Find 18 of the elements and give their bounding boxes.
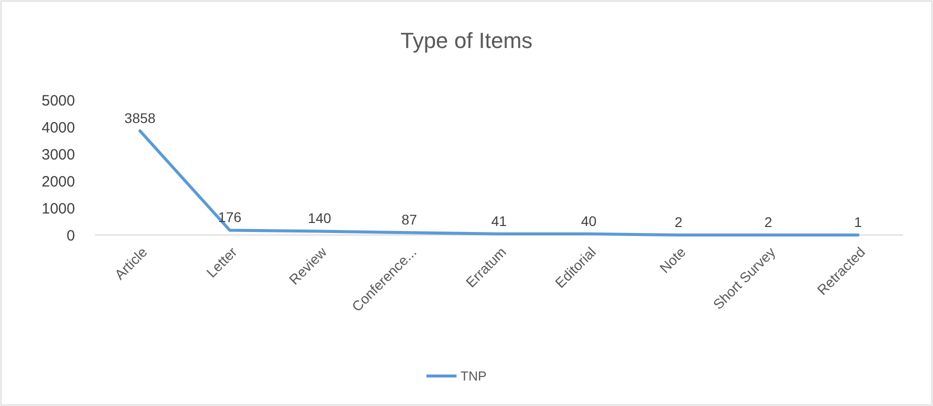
data-label: 2 [764, 214, 772, 230]
data-label: 1 [854, 214, 862, 230]
data-label: 3858 [124, 110, 156, 126]
y-tick-label: 4000 [42, 119, 75, 136]
line-series [138, 129, 860, 236]
data-label: 2 [674, 214, 683, 230]
data-label: 140 [308, 210, 332, 226]
chart-title: Type of Items [400, 28, 533, 53]
data-label: 40 [580, 212, 597, 229]
y-tick-label: 3000 [42, 146, 75, 164]
y-tick-label: 0 [66, 227, 75, 244]
y-tick-label: 2000 [42, 173, 75, 190]
y-tick-label: 1000 [42, 200, 75, 218]
data-label: 87 [401, 212, 418, 228]
legend-label: TNP [460, 368, 486, 384]
data-label: 41 [491, 212, 507, 229]
data-label: 176 [218, 209, 242, 226]
y-tick-label: 5000 [42, 92, 75, 110]
